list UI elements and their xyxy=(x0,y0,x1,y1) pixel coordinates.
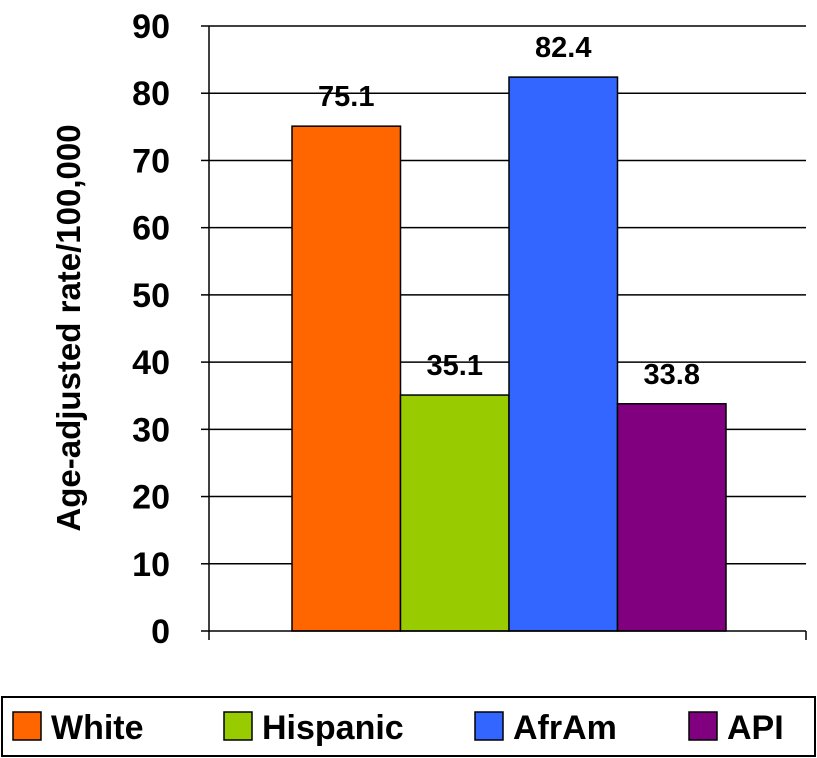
y-tick-labels: 0 10 20 30 40 50 60 70 80 90 xyxy=(132,8,170,651)
bars xyxy=(291,76,727,632)
legend-swatch-white xyxy=(12,711,42,741)
legend-label-hispanic: Hispanic xyxy=(262,709,404,747)
legend-swatch-afram xyxy=(474,711,504,741)
legend-label-afram: AfrAm xyxy=(513,709,617,747)
legend-swatch-api xyxy=(688,711,718,741)
data-label-white: 75.1 xyxy=(318,81,374,113)
legend: White Hispanic AfrAm API xyxy=(1,696,816,757)
bar-hispanic xyxy=(399,394,510,632)
bar-api xyxy=(616,403,727,632)
data-label-api: 33.8 xyxy=(644,359,700,391)
y-tick-label: 50 xyxy=(132,277,170,315)
y-tick-label: 0 xyxy=(151,613,170,651)
y-tick-label: 20 xyxy=(132,479,170,517)
bar-afram xyxy=(508,76,619,632)
y-tick-label: 40 xyxy=(132,344,170,382)
legend-label-white: White xyxy=(51,709,144,747)
y-tick-label: 70 xyxy=(132,142,170,180)
data-label-afram: 82.4 xyxy=(535,32,591,64)
legend-label-api: API xyxy=(727,709,784,747)
legend-box xyxy=(1,696,816,757)
data-labels: 75.1 35.1 82.4 33.8 xyxy=(318,32,700,391)
y-tick-label: 80 xyxy=(132,75,170,113)
y-tick-label: 30 xyxy=(132,411,170,449)
bar-white xyxy=(291,125,402,632)
y-tick-label: 90 xyxy=(132,8,170,46)
data-label-hispanic: 35.1 xyxy=(427,350,483,382)
legend-swatch-hispanic xyxy=(223,711,253,741)
y-tick-label: 10 xyxy=(132,546,170,584)
y-tick-label: 60 xyxy=(132,210,170,248)
y-axis-title: Age-adjusted rate/100,000 xyxy=(50,124,87,531)
axes xyxy=(201,25,807,640)
